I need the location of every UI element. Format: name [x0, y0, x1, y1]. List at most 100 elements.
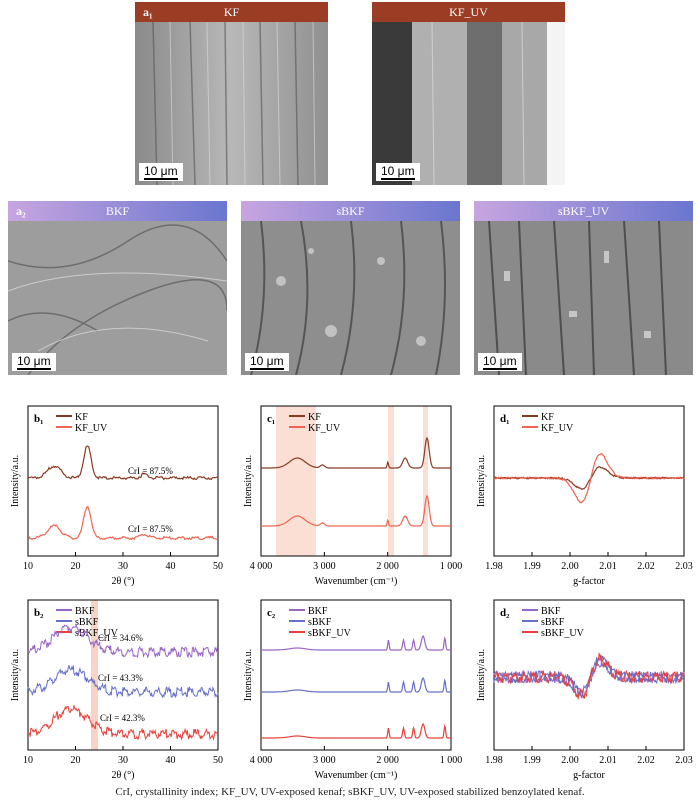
panel-b2: b₂ Intensity/a.u. 2θ (°) 10 20 30 40 50 BKF sBKF s… — [0, 592, 230, 782]
y-axis-label: Intensity/a.u. — [243, 649, 254, 701]
series-KF_UV — [27, 505, 219, 541]
figure-caption: CrI, crystallinity index; KF_UV, UV-expo… — [115, 786, 585, 798]
legend-label: BKF — [75, 606, 95, 617]
sem-image: 10 μm — [241, 221, 460, 375]
x-tick-label: 10 — [23, 561, 33, 572]
panel-c1: c₁ Intensity/a.u. Wavenumber (cm⁻¹) 4 000 3 … — [233, 398, 463, 588]
x-tick-label: 40 — [166, 755, 176, 766]
annotation: CrI = 34.6% — [98, 633, 143, 643]
x-tick-label: 20 — [71, 755, 81, 766]
highlight-band — [91, 600, 98, 750]
x-tick-label: 2.02 — [637, 561, 655, 572]
sem-kf: a₁ KF 10 μm — [135, 2, 328, 185]
y-axis-label: Intensity/a.u. — [476, 455, 487, 507]
sem-header: a₂ BKF — [8, 201, 227, 221]
x-tick-label: 2 000 — [376, 561, 399, 572]
x-tick-label: 30 — [118, 755, 128, 766]
y-axis-label: Intensity/a.u. — [10, 649, 21, 701]
x-tick-label: 2.03 — [675, 755, 693, 766]
legend-label: sBKF_UV — [75, 628, 119, 639]
sem-title: sBKF — [336, 204, 365, 218]
series-KF — [27, 445, 219, 481]
y-axis-label: Intensity/a.u. — [243, 455, 254, 507]
plot-frame — [27, 405, 219, 557]
panel-b1: b₁ Intensity/a.u. 2θ (°) 10 20 30 40 50 KF KF_UV C… — [0, 398, 230, 588]
legend-label: KF — [75, 412, 88, 423]
sem-kf-uv: KF_UV 10 μm — [372, 2, 565, 185]
legend-label: KF_UV — [75, 423, 108, 434]
highlight-band — [388, 406, 394, 556]
x-tick-label: 3 000 — [313, 561, 336, 572]
sem-sbkf-uv: sBKF_UV 10 μm — [474, 201, 693, 375]
legend-label: sBKF — [308, 617, 332, 628]
x-tick-label: 1.99 — [523, 561, 541, 572]
legend-label: KF_UV — [308, 423, 341, 434]
legend-label: sBKF_UV — [308, 628, 352, 639]
x-tick-label: 2.00 — [561, 561, 579, 572]
x-axis-label: 2θ (°) — [112, 770, 135, 781]
x-tick-label: 1.99 — [523, 755, 541, 766]
plot-frame — [260, 405, 452, 557]
panel-label: c₂ — [267, 607, 276, 619]
legend-label: sBKF — [75, 617, 99, 628]
x-axis-label: Wavenumber (cm⁻¹) — [315, 770, 398, 781]
legend-label: KF — [308, 412, 321, 423]
x-tick-label: 3 000 — [313, 755, 336, 766]
series-BKF — [261, 634, 451, 651]
panel-label: a₂ — [16, 204, 26, 218]
plot-frame — [493, 405, 685, 557]
legend-label: BKF — [541, 606, 561, 617]
panel-c2: c₂ Intensity/a.u. Wavenumber (cm⁻¹) 4 000 3 … — [233, 592, 463, 782]
x-tick-label: 1 000 — [440, 755, 463, 766]
x-tick-label: 50 — [213, 755, 223, 766]
sem-header: sBKF — [241, 201, 460, 221]
x-tick-label: 4 000 — [250, 755, 273, 766]
sem-title: KF_UV — [449, 5, 488, 19]
series-KF — [261, 436, 451, 469]
panel-label: b₁ — [34, 413, 43, 425]
sem-image: 10 μm — [8, 221, 227, 375]
series-BKF — [27, 623, 219, 659]
x-tick-label: 1 000 — [440, 561, 463, 572]
x-tick-label: 2.03 — [675, 561, 693, 572]
series-KF_UV — [261, 494, 451, 527]
annotation: CrI = 42.3% — [100, 713, 145, 723]
legend-label: KF — [541, 412, 554, 423]
panel-label: a₁ — [143, 5, 153, 19]
x-tick-label: 50 — [213, 561, 223, 572]
scale-bar: 10 μm — [478, 353, 522, 371]
sem-header: KF_UV — [372, 2, 565, 22]
x-tick-label: 2.01 — [599, 755, 617, 766]
panel-label: d₂ — [500, 607, 510, 619]
y-axis-label: Intensity/a.u. — [476, 649, 487, 701]
annotation: CrI = 87.5% — [128, 524, 173, 534]
x-tick-label: 1.98 — [485, 755, 503, 766]
sem-bkf: a₂ BKF 10 μm — [8, 201, 227, 375]
series-KF_UV — [494, 453, 685, 504]
sem-title: KF — [223, 5, 240, 19]
series-sBKF_UV — [261, 722, 451, 739]
sem-image: 10 μm — [474, 221, 693, 375]
x-tick-label: 40 — [166, 561, 176, 572]
legend-label: sBKF_UV — [541, 628, 585, 639]
legend-label: BKF — [308, 606, 328, 617]
sem-image: 10 μm — [135, 22, 328, 185]
x-axis-label: g-factor — [573, 576, 605, 587]
panel-label: d₁ — [500, 413, 509, 425]
sem-header: a₁ KF — [135, 2, 328, 22]
plot-frame — [260, 599, 452, 751]
x-tick-label: 2 000 — [376, 755, 399, 766]
x-tick-label: 10 — [23, 755, 33, 766]
series-sBKF_UV — [27, 705, 219, 741]
x-axis-label: 2θ (°) — [112, 576, 135, 587]
sem-title: sBKF_UV — [557, 204, 610, 218]
legend-label: sBKF — [541, 617, 565, 628]
scale-bar: 10 μm — [376, 163, 420, 181]
sem-title: BKF — [105, 204, 130, 218]
y-axis-label: Intensity/a.u. — [10, 455, 21, 507]
scale-bar: 10 μm — [12, 353, 56, 371]
x-axis-label: Wavenumber (cm⁻¹) — [315, 576, 398, 587]
series-sBKF_UV — [493, 651, 685, 700]
x-tick-label: 4 000 — [250, 561, 273, 572]
legend-label: KF_UV — [541, 423, 574, 434]
